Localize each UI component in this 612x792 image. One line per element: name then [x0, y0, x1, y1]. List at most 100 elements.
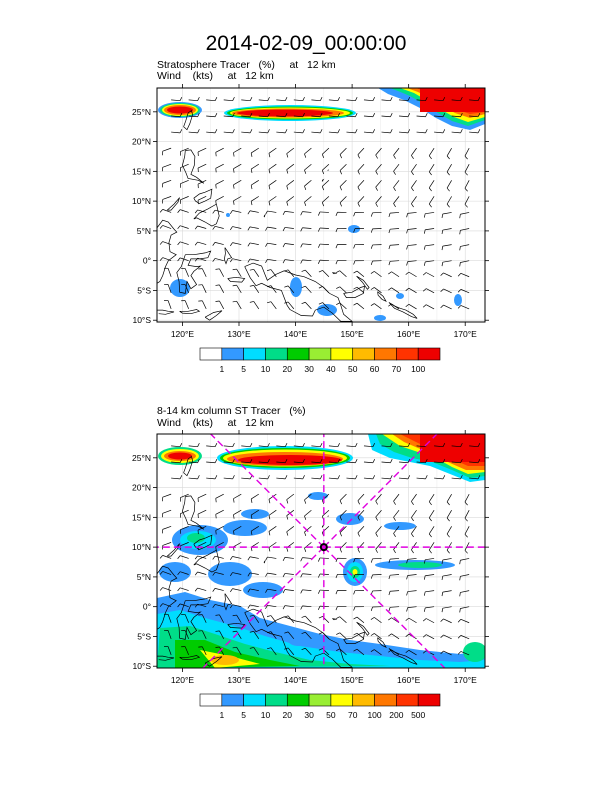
- wind-barb: [162, 493, 172, 498]
- wind-barb-flag: [249, 647, 254, 649]
- coastline: [377, 637, 387, 648]
- wind-barb-flag: [339, 202, 343, 207]
- wind-barb: [270, 269, 277, 277]
- wind-barb: [425, 606, 435, 609]
- coastline: [332, 618, 337, 621]
- wind-barb: [460, 558, 470, 561]
- wind-barb-flag: [232, 614, 237, 617]
- wind-barb: [328, 461, 338, 464]
- wind-barb-flag: [197, 475, 200, 479]
- wind-barb: [375, 147, 382, 156]
- colorbar-box: [352, 693, 375, 707]
- wind-barb: [305, 648, 312, 656]
- wind-barb-flag: [265, 259, 268, 263]
- wind-barb: [233, 196, 242, 202]
- colorbar-label: 40: [326, 364, 336, 374]
- wind-barb-flag: [460, 475, 463, 479]
- wind-barb: [284, 227, 294, 229]
- wind-barb: [251, 163, 259, 170]
- wind-barb: [241, 477, 251, 480]
- wind-barb-flag: [457, 619, 462, 623]
- wind-barb-flag: [459, 246, 461, 251]
- wind-barb-flag: [301, 269, 306, 272]
- wind-barb: [391, 633, 400, 640]
- wind-barb-flag: [353, 648, 358, 652]
- colorbar-label: 70: [392, 364, 402, 374]
- wind-barb: [363, 461, 373, 464]
- wind-barb: [319, 589, 329, 591]
- wind-barb: [206, 445, 216, 448]
- wind-barb-flag: [300, 573, 303, 578]
- colorbar-box: [374, 693, 397, 707]
- coastline: [263, 560, 266, 564]
- wind-barb-flag: [337, 475, 340, 479]
- wind-barb: [162, 509, 172, 514]
- wind-barb: [464, 164, 470, 173]
- wind-barb: [215, 493, 224, 499]
- wind-barb-flag: [159, 257, 163, 261]
- wind-barb: [180, 571, 189, 575]
- wind-barb: [469, 477, 479, 480]
- wind-barb: [171, 477, 181, 480]
- wind-barb-flag: [179, 459, 183, 463]
- wind-barb-flag: [370, 649, 375, 653]
- wind-barb: [258, 131, 268, 134]
- wind-barb: [311, 99, 321, 102]
- wind-barb-flag: [339, 186, 343, 191]
- wind-barb-flag: [442, 113, 446, 117]
- wind-barb: [258, 99, 268, 102]
- wind-barb-flag: [464, 517, 468, 522]
- colorbar-label: 100: [367, 710, 381, 720]
- wind-barb-flag: [302, 442, 305, 447]
- wind-barb-flag: [406, 213, 408, 218]
- wind-barb: [322, 163, 330, 171]
- wind-barb: [399, 131, 409, 134]
- wind-barb-flag: [179, 96, 183, 101]
- wind-barb: [253, 647, 260, 656]
- wind-barb-flag: [446, 187, 450, 192]
- wind-barb-flag: [159, 209, 163, 213]
- wind-barb: [428, 526, 435, 535]
- wind-barb: [232, 572, 242, 575]
- wind-barb: [223, 461, 233, 464]
- wind-barb-flag: [336, 270, 340, 273]
- wind-barb: [407, 590, 417, 592]
- wind-barb: [236, 630, 242, 640]
- wind-barb: [268, 509, 277, 516]
- wind-barb: [426, 634, 435, 640]
- wind-barb-flag: [422, 272, 427, 276]
- wind-barb-flag: [282, 227, 286, 232]
- wind-barb-flag: [446, 517, 450, 522]
- wind-barb: [249, 572, 259, 575]
- wind-barb: [469, 115, 479, 118]
- wind-barb-flag: [265, 589, 268, 593]
- wind-barb-flag: [215, 630, 220, 632]
- wind-barb: [233, 509, 242, 516]
- wind-barb-flag: [194, 571, 198, 576]
- wind-barb: [249, 588, 259, 591]
- colorbar-label: 70: [348, 710, 358, 720]
- wind-barb: [268, 180, 277, 186]
- wind-barb-flag: [393, 171, 396, 175]
- wind-barb: [184, 630, 189, 639]
- wind-barb: [180, 147, 189, 152]
- wind-barb: [425, 574, 435, 577]
- wind-barb: [442, 606, 452, 609]
- wind-barb-flag: [159, 587, 163, 591]
- lat-label: 20°N: [132, 483, 151, 493]
- wind-barb-flag: [370, 271, 375, 274]
- wind-barb-flag: [286, 185, 289, 190]
- wind-barb-flag: [353, 606, 356, 611]
- wind-barb: [446, 147, 452, 157]
- wind-barb: [339, 302, 347, 310]
- wind-barb: [162, 542, 172, 546]
- coastline: [227, 276, 246, 283]
- wind-barb: [425, 228, 435, 231]
- lon-label: 140°E: [284, 329, 308, 339]
- colorbar-box: [374, 347, 397, 361]
- wind-barb: [426, 288, 435, 294]
- wind-barb: [251, 493, 259, 500]
- wind-barb-flag: [405, 633, 410, 637]
- wind-barb: [469, 445, 479, 448]
- wind-barb-flag: [390, 475, 393, 479]
